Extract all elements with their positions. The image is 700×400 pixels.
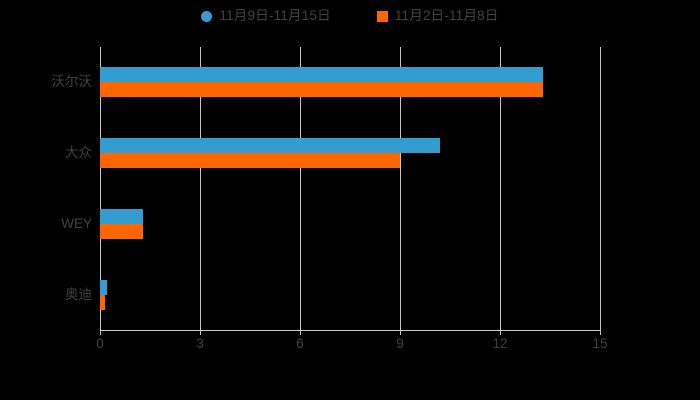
legend-item-series-1[interactable]: 11月9日-11月15日 xyxy=(201,8,331,24)
gridline xyxy=(200,47,201,330)
gridline xyxy=(500,47,501,330)
bar[interactable] xyxy=(100,67,544,83)
x-axis-tick-mark-2 xyxy=(300,330,301,335)
x-axis-line xyxy=(100,330,601,331)
gridline xyxy=(600,47,601,330)
bar[interactable] xyxy=(100,138,440,154)
x-axis-tick-label-3: 9 xyxy=(396,336,404,351)
bar[interactable] xyxy=(100,82,544,98)
x-axis-tick-mark-4 xyxy=(500,330,501,335)
y-axis-label-2: WEY xyxy=(61,215,92,231)
x-axis-tick-mark-3 xyxy=(400,330,401,335)
x-axis-tick-label-4: 12 xyxy=(492,336,508,351)
legend-label-series-2: 11月2日-11月8日 xyxy=(394,8,499,24)
bar[interactable] xyxy=(100,223,144,239)
gridline xyxy=(400,47,401,330)
gridline xyxy=(300,47,301,330)
legend-item-series-2[interactable]: 11月2日-11月8日 xyxy=(376,8,499,24)
x-axis-tick-mark-1 xyxy=(200,330,201,335)
bar[interactable] xyxy=(100,294,105,310)
legend-square-marker-icon xyxy=(376,10,388,22)
chart-legend: 11月9日-11月15日 11月2日-11月8日 xyxy=(0,4,700,28)
x-axis-tick-mark-5 xyxy=(600,330,601,335)
y-axis-labels: 沃尔沃大众 WEY 奥迪 xyxy=(0,0,93,400)
bar[interactable] xyxy=(100,208,144,224)
x-axis-tick-mark-0 xyxy=(100,330,101,335)
bar[interactable] xyxy=(100,153,400,169)
x-axis-tick-label-0: 0 xyxy=(96,336,104,351)
y-axis-label-3: 奥迪 xyxy=(65,286,92,302)
legend-label-series-1: 11月9日-11月15日 xyxy=(219,8,331,24)
x-axis-tick-label-5: 15 xyxy=(592,336,608,351)
plot-area xyxy=(100,47,601,330)
x-axis-tick-label-1: 3 xyxy=(196,336,204,351)
legend-circle-marker-icon xyxy=(201,10,213,22)
x-axis-tick-label-2: 6 xyxy=(296,336,304,351)
gridline xyxy=(100,47,101,330)
y-axis-label-0: 沃尔沃 xyxy=(51,74,93,90)
y-axis-label-1: 大众 xyxy=(65,145,92,161)
bar[interactable] xyxy=(100,279,107,295)
